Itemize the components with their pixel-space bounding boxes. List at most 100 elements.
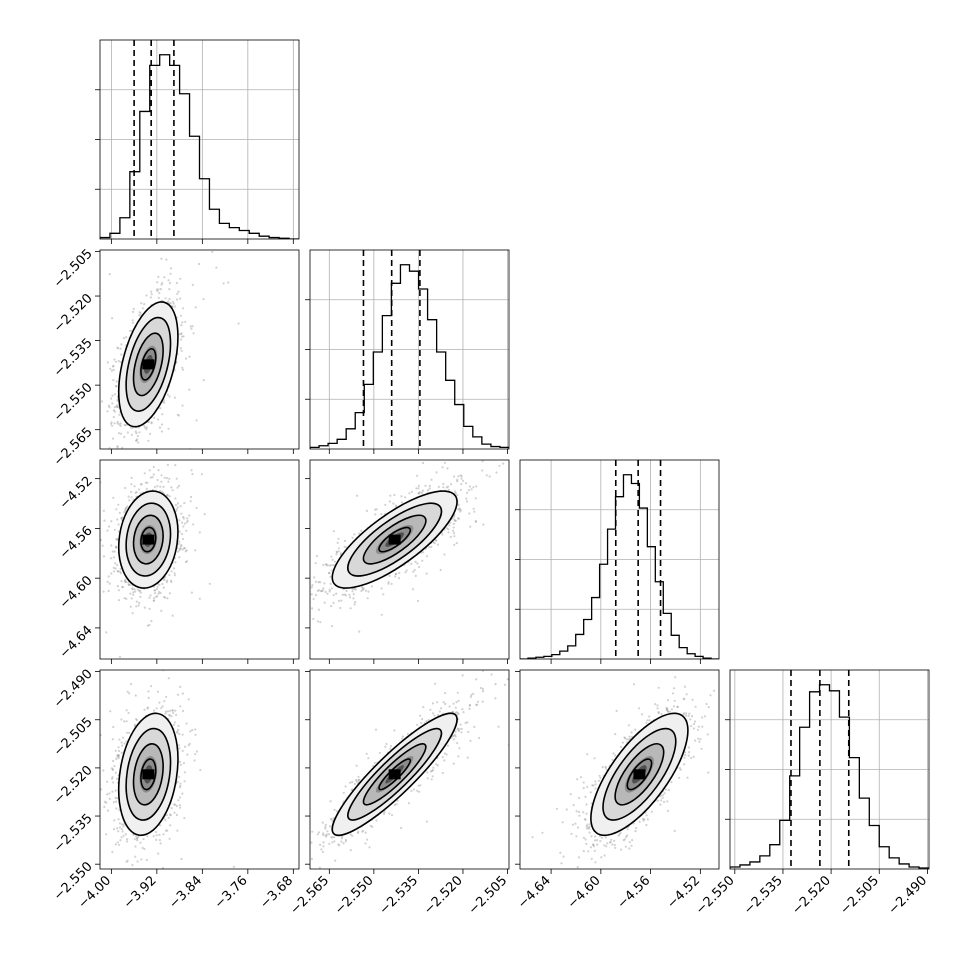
sample-point (293, 623, 295, 625)
sample-point (112, 364, 115, 367)
sample-point (183, 522, 186, 525)
sample-point (147, 420, 150, 424)
sample-point (194, 549, 197, 552)
sample-point (320, 590, 324, 593)
sample-point (330, 569, 333, 572)
sample-point (169, 302, 172, 305)
sample-point (414, 574, 417, 578)
sample-point (118, 655, 122, 659)
sample-point (147, 439, 150, 442)
panel-frame (99, 459, 300, 660)
sample-point (145, 426, 148, 429)
sample-point (307, 603, 309, 605)
sample-point (337, 550, 340, 553)
sample-point (302, 589, 304, 591)
sample-point (183, 501, 186, 505)
sample-point (325, 563, 328, 566)
sample-point (502, 462, 505, 465)
sample-point (111, 850, 114, 854)
sample-point (332, 601, 335, 605)
sample-point (384, 503, 387, 506)
sample-point (124, 578, 127, 581)
contour-line (331, 490, 458, 589)
sample-point (430, 545, 433, 549)
sample-point (190, 469, 193, 472)
sample-point (135, 439, 138, 442)
sample-point (180, 324, 183, 327)
sample-point (145, 428, 148, 431)
sample-point (318, 589, 321, 592)
sample-point (168, 288, 171, 291)
sample-point (454, 490, 457, 493)
sample-point (393, 493, 396, 497)
sample-point (111, 437, 114, 440)
sample-point (474, 520, 477, 524)
sample-point (166, 494, 169, 497)
sample-point (473, 510, 476, 513)
sample-point (321, 589, 324, 592)
sample-point (305, 568, 307, 570)
histogram-inner-0 (100, 40, 299, 239)
sample-point (189, 500, 192, 503)
sample-point (398, 577, 401, 580)
sample-point (181, 366, 184, 369)
sample-point (416, 474, 419, 477)
sample-point (150, 422, 153, 425)
sample-point (141, 307, 144, 310)
sample-point (289, 616, 291, 618)
histogram-step-line (310, 264, 509, 449)
sample-point (109, 557, 113, 560)
histogram-panel-3 (725, 669, 930, 874)
sample-point (343, 539, 347, 543)
sample-point (177, 542, 180, 546)
sample-point (118, 511, 121, 514)
sample-point (176, 506, 179, 509)
sample-point (130, 433, 133, 436)
sample-point (425, 555, 428, 558)
sample-point (150, 290, 153, 293)
sample-point (116, 405, 119, 408)
sample-point (445, 486, 448, 489)
sample-point (132, 307, 135, 311)
sample-point (64, 382, 66, 384)
sample-point (113, 393, 116, 396)
sample-point (413, 568, 416, 572)
sample-point (319, 589, 322, 593)
sample-point (449, 535, 452, 539)
contour-line (347, 502, 443, 577)
sample-point (389, 494, 392, 497)
sample-point (353, 533, 356, 536)
sample-point (436, 543, 439, 546)
sample-point (290, 630, 292, 632)
sample-point (119, 424, 122, 428)
sample-point (182, 368, 185, 371)
sample-point (106, 580, 109, 583)
sample-point (169, 267, 173, 270)
density-inner (289, 460, 505, 633)
sample-point (110, 369, 113, 372)
sample-point (91, 455, 93, 457)
sample-point (177, 290, 180, 293)
sample-point (166, 579, 169, 582)
sample-point (191, 283, 194, 286)
sample-point (146, 624, 149, 627)
sample-point (135, 605, 138, 608)
sample-point (194, 306, 197, 309)
sample-point (148, 596, 151, 599)
sample-point (110, 520, 113, 523)
sample-point (115, 546, 118, 549)
sample-point (173, 574, 176, 577)
sample-point (474, 497, 477, 500)
sample-point (452, 526, 455, 529)
sample-point (171, 614, 174, 617)
sample-point (124, 508, 127, 511)
contour-line (132, 514, 164, 565)
sample-point (134, 246, 136, 248)
sample-point (351, 590, 354, 593)
sample-point (120, 432, 123, 435)
sample-point (176, 413, 179, 416)
sample-point (388, 574, 391, 578)
sample-point (417, 492, 420, 495)
sample-point (112, 379, 115, 382)
sample-point (140, 478, 142, 480)
